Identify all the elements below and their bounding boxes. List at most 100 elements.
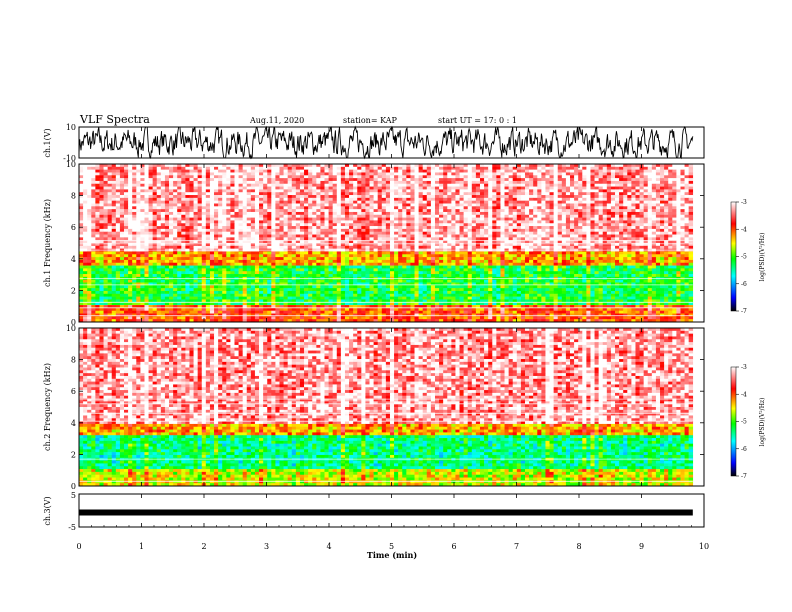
ch1-spec-cell [561, 214, 567, 218]
ch1-spec-cell [361, 186, 366, 190]
ch1-spec-cell [128, 226, 133, 230]
ch1-spec-cell [561, 228, 567, 233]
ch1-spec-cell [394, 172, 399, 176]
ch1-spec-cell [316, 228, 321, 233]
ch1-spec-cell [414, 192, 419, 196]
ch1-spec-cell [197, 237, 203, 241]
ch1-spec-cell [643, 183, 649, 187]
ch1-spec-cell [95, 166, 100, 170]
ch1-spec-cell [250, 175, 256, 179]
ch1-spec-cell [111, 245, 117, 249]
figure-title: VLF Spectra [79, 113, 150, 126]
ch1-spec-cell [475, 192, 481, 196]
ch1-spec-cell [259, 183, 264, 187]
ch1-spec-cell [238, 243, 243, 247]
ch1-spec-cell [128, 251, 133, 255]
ch1-spec-cell [512, 254, 518, 258]
ch1-spec-cell [177, 200, 182, 204]
ch1-spec-cell [398, 243, 403, 247]
ch1-spec-cell [299, 237, 305, 241]
ch1-spec-cell [541, 206, 546, 210]
ch1-spec-cell [299, 183, 305, 187]
ch1-spec-cell [222, 186, 227, 190]
ch1-spec-cell [602, 197, 608, 201]
ch1-spec-cell [197, 214, 203, 218]
ch1-spec-cell [177, 195, 182, 199]
ch1-spec-cell [156, 175, 162, 179]
ch1-spec-cell [283, 240, 288, 244]
ch1-spec-cell [115, 251, 121, 255]
ch1-spec-cell [635, 172, 640, 176]
ch1-spec-cell [259, 211, 264, 216]
ch1-spec-cell [340, 203, 346, 207]
ch1-spec-cell [87, 214, 92, 218]
ch1-spec-cell [471, 200, 477, 204]
ch1-spec-cell [447, 254, 452, 258]
ch1-spec-cell [291, 240, 297, 244]
ch1-spec-cell [136, 217, 141, 221]
ch1-spec-cell [578, 240, 583, 244]
ch1-spec-cell [95, 209, 100, 213]
ch1-spec-cell [381, 217, 387, 221]
ch1-spec-cell [516, 226, 522, 230]
ch1-spec-cell [406, 175, 411, 179]
ch1-spec-cell [553, 209, 559, 213]
ch1-spec-cell [357, 192, 362, 196]
ch1-spec-cell [340, 200, 346, 204]
ch1-spec-cell [246, 223, 252, 227]
ch1-spec-cell [565, 180, 571, 185]
ch1-spec-cell [99, 189, 104, 193]
ch1-spec-cell [553, 200, 559, 204]
ch1-spec-cell [520, 226, 526, 230]
ch1-spec-cell [197, 169, 203, 173]
ch1-spec-cell [541, 186, 546, 190]
ch1-spec-cell [655, 245, 661, 249]
ch1-spec-cell [361, 240, 366, 244]
ch1-spec-cell [332, 197, 338, 201]
ch1-spec-cell [320, 254, 325, 258]
ch1-spec-cell [246, 197, 252, 201]
ch1-spec-cell [504, 211, 509, 216]
ch1-spec-cell [492, 206, 497, 210]
ch1-spec-cell [414, 195, 419, 199]
ch1-spec-cell [623, 192, 628, 196]
ch1-spec-cell [385, 166, 391, 170]
ch1-spec-cell [635, 206, 640, 210]
ch1-spec-cell [512, 186, 518, 190]
ch1-spec-cell [189, 211, 194, 216]
ch1-spec-cell [283, 234, 288, 238]
ch1-spec-cell [643, 164, 649, 168]
ch1-spec-cell [197, 206, 203, 210]
ch1-spec-cell [475, 211, 481, 216]
ch1-spec-cell [557, 172, 563, 176]
ch1-spec-cell [565, 166, 571, 170]
ch1-spec-cell [586, 220, 591, 224]
ch1-spec-cell [226, 200, 231, 204]
ch1-spec-cell [488, 172, 493, 176]
ch1-spec-cell [537, 169, 542, 173]
start-time-label: start UT = 17: 0 : 1 [438, 116, 517, 125]
ch1-spec-cell [664, 220, 669, 224]
ch1-spec-cell [99, 172, 104, 176]
ch1-spec-cell [680, 189, 685, 193]
ch1-spec-cell [189, 237, 194, 241]
ch1-spec-cell [394, 211, 399, 216]
ch1-spec-cell [574, 195, 579, 199]
ch1-spec-cell [349, 245, 354, 249]
ch1-spec-cell [377, 214, 383, 218]
ch1-spec-cell [529, 169, 534, 173]
ch1-spec-cell [250, 206, 256, 210]
ch1-spec-cell [418, 251, 423, 255]
ch1-spec-cell [91, 237, 96, 241]
ch1-spec-cell [283, 228, 288, 233]
ch1-spec-cell [336, 223, 342, 227]
ch1-spec-cell [406, 178, 411, 182]
ch1-spec-cell [582, 197, 587, 201]
ch1-spec-cell [545, 180, 550, 185]
ch1-spec-cell [598, 169, 604, 173]
ch1-spec-cell [561, 237, 567, 241]
ch1-spec-cell [594, 231, 599, 235]
ch1-spec-cell [529, 228, 534, 233]
ch1-spec-cell [140, 251, 145, 255]
ch1-spec-cell [451, 175, 456, 179]
